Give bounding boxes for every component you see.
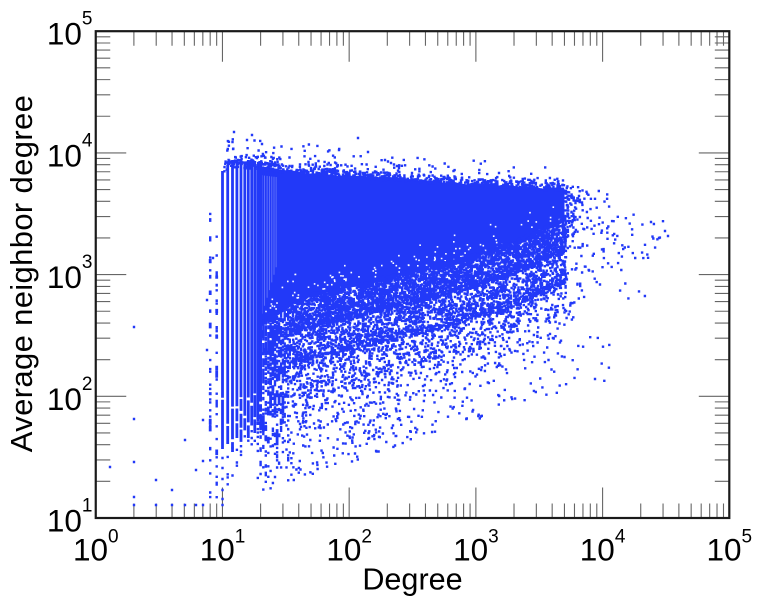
- svg-text:103: 103: [47, 252, 93, 295]
- svg-text:102: 102: [47, 374, 93, 417]
- svg-text:Degree: Degree: [362, 562, 462, 596]
- svg-text:105: 105: [47, 9, 93, 52]
- svg-text:Average neighbor degree: Average neighbor degree: [4, 95, 39, 452]
- svg-text:104: 104: [580, 527, 626, 568]
- svg-text:104: 104: [47, 130, 93, 173]
- svg-text:105: 105: [706, 527, 752, 568]
- svg-text:101: 101: [200, 527, 246, 568]
